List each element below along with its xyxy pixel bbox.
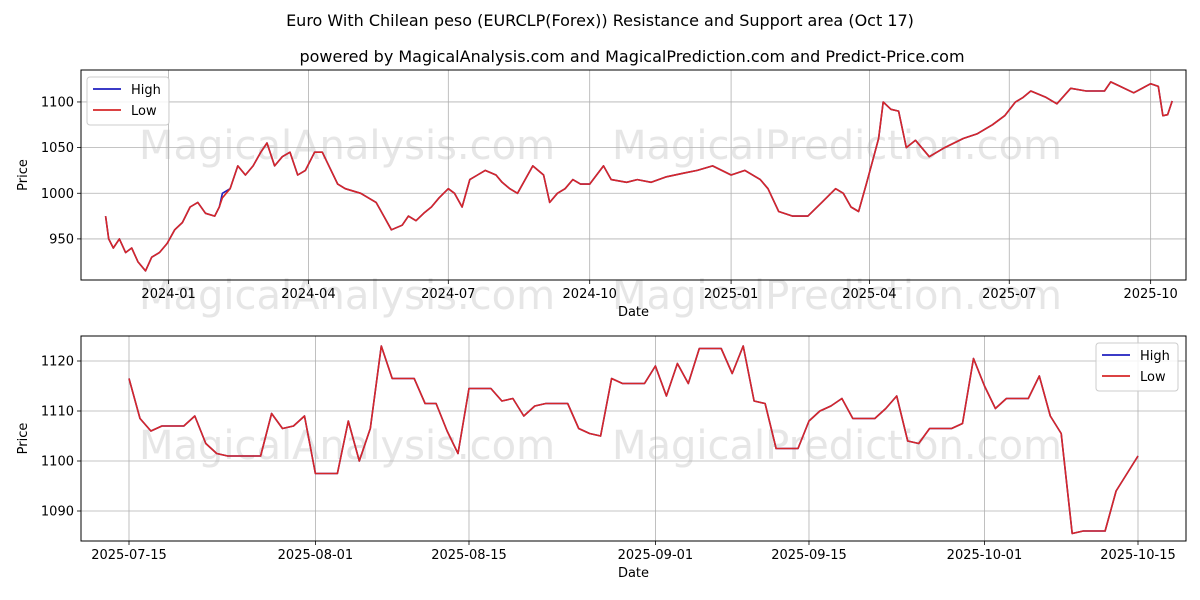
- y-tick-label: 1050: [41, 141, 74, 156]
- y-axis-label: Price: [16, 423, 31, 455]
- y-tick-label: 1090: [41, 505, 74, 520]
- chart-panel-1: MagicalAnalysis.com MagicalPrediction.com…: [16, 69, 1187, 320]
- chart-title: Euro With Chilean peso (EURCLP(Forex)) R…: [286, 11, 914, 30]
- series-line-high: [104, 81, 1173, 272]
- series-line-low: [128, 345, 1139, 535]
- x-tick-label: 2025-09-01: [618, 548, 694, 563]
- watermark-text: MagicalPrediction.com: [612, 273, 1062, 319]
- x-tick-label: 2025-10-01: [947, 548, 1023, 563]
- x-tick-label: 2025-04: [842, 287, 896, 302]
- legend-label-low: Low: [131, 104, 157, 119]
- legend-label-high: High: [131, 83, 161, 98]
- x-tick-label: 2024-10: [563, 287, 617, 302]
- watermark-text: MagicalAnalysis.com: [139, 123, 555, 169]
- x-tick-label: 2024-04: [281, 287, 335, 302]
- legend-label-low: Low: [1140, 370, 1166, 385]
- y-tick-label: 1120: [41, 355, 74, 370]
- chart-panel-2: MagicalAnalysis.com MagicalPrediction.com…: [16, 335, 1187, 581]
- axes-frame: [80, 69, 1187, 281]
- y-axis-label: Price: [16, 159, 31, 191]
- x-tick-label: 2025-09-15: [771, 548, 847, 563]
- legend-label-high: High: [1140, 349, 1170, 364]
- x-tick-label: 2025-01: [704, 287, 758, 302]
- legend: High Low: [86, 76, 170, 126]
- y-tick-label: 1000: [41, 187, 74, 202]
- x-axis-label: Date: [618, 566, 649, 581]
- y-tick-label: 1100: [41, 455, 74, 470]
- chart-subtitle: powered by MagicalAnalysis.com and Magic…: [299, 47, 964, 66]
- x-tick-label: 2025-07-15: [91, 548, 167, 563]
- x-axis-label: Date: [618, 305, 649, 320]
- watermark-text: MagicalPrediction.com: [612, 423, 1062, 469]
- x-tick-label: 2024-07: [421, 287, 475, 302]
- x-tick-label: 2025-08-15: [431, 548, 507, 563]
- axes-frame: [80, 335, 1187, 542]
- y-tick-label: 950: [49, 232, 74, 247]
- x-tick-label: 2024-01: [141, 287, 195, 302]
- x-tick-label: 2025-08-01: [278, 548, 354, 563]
- x-tick-label: 2025-10: [1123, 287, 1177, 302]
- watermark-text: MagicalPrediction.com: [612, 123, 1062, 169]
- y-tick-label: 1100: [41, 95, 74, 110]
- watermark-text: MagicalAnalysis.com: [139, 273, 555, 319]
- legend: High Low: [1095, 342, 1179, 392]
- series-line-low: [104, 81, 1173, 272]
- x-tick-label: 2025-07: [982, 287, 1036, 302]
- y-tick-label: 1110: [41, 405, 74, 420]
- x-tick-label: 2025-10-15: [1100, 548, 1176, 563]
